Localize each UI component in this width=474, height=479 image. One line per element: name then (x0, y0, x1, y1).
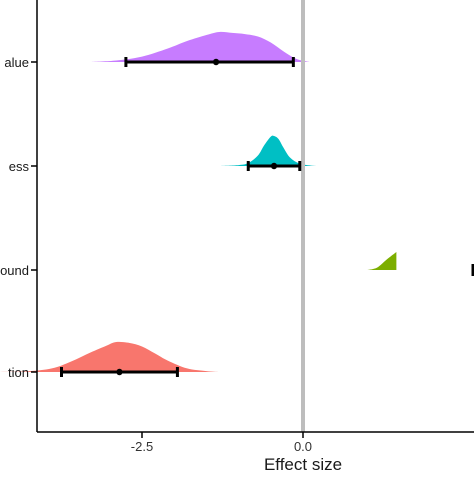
density-ridge-tion (0, 341, 220, 372)
point-estimate-ess (270, 162, 278, 170)
interval-layer (60, 57, 474, 377)
y-tick-label: alue (4, 55, 29, 70)
point-estimate-alue (212, 58, 220, 66)
x-tick-label: 0.0 (294, 439, 312, 454)
y-tick-label: tion (8, 365, 29, 380)
y-axis-ticks: alue ess ound tion (0, 55, 37, 380)
density-ridge-ess (219, 135, 323, 166)
x-axis-ticks: -5.0-2.50.0 (131, 432, 312, 454)
density-ridge-ound (367, 252, 397, 270)
x-axis-title: Effect size (264, 455, 342, 474)
point-estimate-tion (116, 368, 123, 376)
x-tick-label: -2.5 (131, 439, 153, 454)
density-ridge-alue (90, 31, 310, 62)
y-tick-label: ess (9, 159, 30, 174)
y-tick-label: ound (0, 263, 29, 278)
distribution-layer (0, 31, 397, 372)
